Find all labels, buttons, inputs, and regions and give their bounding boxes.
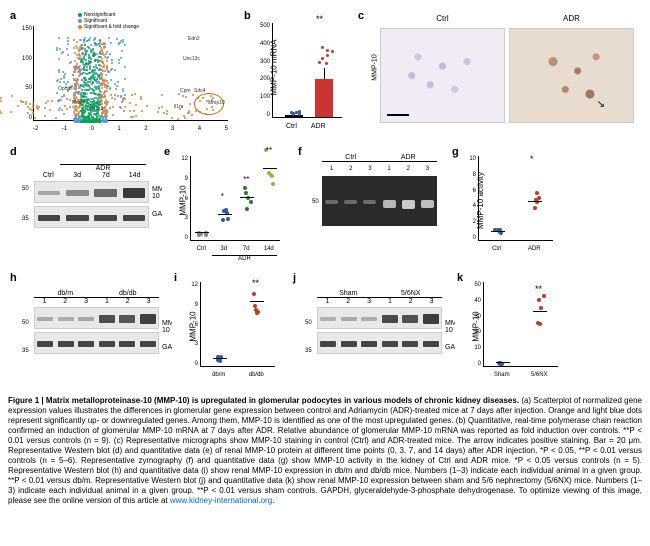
gene-sdc4: Sdc4	[194, 88, 205, 94]
mw-35-h: 35	[22, 348, 29, 354]
panel-b-label: b	[244, 10, 251, 22]
panel-h-lanes: 123123	[34, 298, 159, 305]
panel-a-xticks: -2-1012345	[33, 126, 228, 132]
caption-body: (a) Scatterplot of normalized gene expre…	[8, 396, 642, 505]
panel-d-lanes: Ctrl 3d 7d 14d	[34, 172, 149, 179]
panel-a: a Nonsignificant Significant Significant…	[8, 8, 238, 138]
caption-link[interactable]: www.kidney-international.org	[170, 496, 272, 505]
zymography-gel	[322, 176, 437, 226]
figure-number: Figure 1	[8, 396, 39, 405]
panel-i-chart	[200, 282, 275, 367]
panel-f: f Ctrl ADR 123123 50	[296, 144, 446, 264]
panel-i: i MMP-10 036912 ** db/mdb/db	[172, 270, 287, 390]
mw-50: 50	[22, 186, 29, 192]
micrograph-container: ↘	[380, 28, 634, 123]
panel-j-blot: Sham 5/6NX 123123	[317, 290, 442, 357]
panel-k: k MMP-10 01020304050 ** Sham5/6NX	[455, 270, 570, 390]
mw-50-j: 50	[305, 320, 312, 326]
panel-f-lanes: 123123	[322, 166, 437, 172]
panel-j: j Sham 5/6NX 123123 50 35 MMP-10 GAPDH	[291, 270, 451, 390]
panel-e-xheader: ADR	[212, 255, 277, 262]
panel-h-label: h	[10, 272, 17, 284]
panel-d-group-header: ADR	[60, 164, 146, 172]
panel-g-label: g	[452, 146, 459, 158]
panel-g: g MMP-10 activity 0246810 * CtrlADR	[450, 144, 570, 264]
panel-d-label: d	[10, 146, 17, 158]
panel-e-yticks: 036912	[180, 156, 188, 241]
panel-j-label: j	[293, 272, 296, 284]
panel-k-chart	[483, 282, 558, 367]
panel-b: b MMP-10 mRNA 0100200300400500 ** Ctrl A…	[242, 8, 352, 138]
panel-k-sig: **	[535, 284, 542, 294]
mw-50-h: 50	[22, 320, 29, 326]
panel-g-chart	[478, 156, 553, 241]
blot-h-mmp10	[34, 307, 159, 329]
blot-d-gapdh	[34, 206, 149, 228]
panel-k-yticks: 01020304050	[473, 282, 481, 367]
panel-a-yticks: 050100150	[22, 26, 32, 121]
panel-h: h db/m db/db 123123 50 35 MMP-10 GAPDH	[8, 270, 168, 390]
gene-opcml: Opcml	[58, 86, 72, 92]
panel-k-label: k	[457, 272, 463, 284]
panel-e-chart: *****	[190, 156, 280, 241]
row-2: d ADR Ctrl 3d 7d 14d 50 35 MMP-10 GAPDH …	[8, 144, 642, 264]
panel-f-groups: Ctrl ADR	[322, 154, 437, 162]
panel-c-label: c	[358, 10, 364, 22]
panel-d: d ADR Ctrl 3d 7d 14d 50 35 MMP-10 GAPDH	[8, 144, 158, 264]
gene-mcam: Mcam	[72, 100, 86, 106]
panel-d-blot: ADR Ctrl 3d 7d 14d	[34, 164, 149, 231]
panel-a-label: a	[10, 10, 16, 22]
panel-h-groups: db/m db/db	[34, 290, 159, 298]
micrograph-ctrl	[380, 28, 505, 123]
micrograph-adr: ↘	[509, 28, 634, 123]
gene-edn2: Edn2	[188, 36, 200, 42]
panel-f-mw: 50	[312, 199, 319, 205]
panel-c-side-label: MMP-10	[371, 50, 380, 84]
figure-1: a Nonsignificant Significant Significant…	[8, 8, 642, 506]
mw-35-j: 35	[305, 348, 312, 354]
gene-il1rn: ll1m	[174, 104, 183, 110]
scale-bar	[387, 114, 409, 116]
panel-i-sig: **	[252, 278, 259, 288]
blot-d-mmp10	[34, 181, 149, 203]
panel-e-label: e	[164, 146, 170, 158]
row-1: a Nonsignificant Significant Significant…	[8, 8, 642, 138]
gene-cpm: Cpm	[180, 88, 191, 94]
panel-b-xlabels: Ctrl ADR	[272, 123, 342, 130]
mw-35: 35	[22, 216, 29, 222]
figure-caption: Figure 1 | Matrix metalloproteinase-10 (…	[8, 396, 642, 506]
panel-i-xlabels: db/mdb/db	[200, 372, 275, 378]
panel-k-xlabels: Sham5/6NX	[483, 372, 558, 378]
gene-s1pr3: S1pr3	[90, 106, 103, 112]
figure-title: Matrix metalloproteinase-10 (MMP-10) is …	[46, 396, 519, 405]
panel-f-label: f	[298, 146, 302, 158]
panel-j-lanes: 123123	[317, 298, 442, 305]
row-3: h db/m db/db 123123 50 35 MMP-10 GAPDH i…	[8, 270, 642, 390]
panel-j-groups: Sham 5/6NX	[317, 290, 442, 298]
panel-i-label: i	[174, 272, 177, 284]
panel-e-xlabels: Ctrl3d7d14d	[190, 246, 280, 252]
panel-i-yticks: 036912	[190, 282, 198, 367]
panel-h-blot: db/m db/db 123123	[34, 290, 159, 357]
arrow-icon: ↘	[597, 99, 605, 110]
panel-g-sig: *	[530, 154, 534, 164]
blot-h-gapdh	[34, 332, 159, 354]
panel-b-chart	[272, 23, 342, 118]
gene-unc13c: Unc13c	[183, 56, 200, 62]
panel-c-headers: Ctrl ADR	[380, 14, 634, 23]
panel-c: c MMP-10 Ctrl ADR ↘	[356, 8, 641, 138]
panel-g-xlabels: CtrlADR	[478, 246, 553, 252]
blot-j-gapdh	[317, 332, 442, 354]
panel-e: e MMP-10 036912 ***** Ctrl3d7d14d ADR	[162, 144, 292, 264]
panel-g-yticks: 0246810	[468, 156, 476, 241]
gene-mmp10: Mmp10	[208, 100, 225, 106]
panel-b-yticks: 0100200300400500	[260, 23, 270, 118]
panel-b-sig: **	[316, 14, 323, 24]
blot-j-mmp10	[317, 307, 442, 329]
